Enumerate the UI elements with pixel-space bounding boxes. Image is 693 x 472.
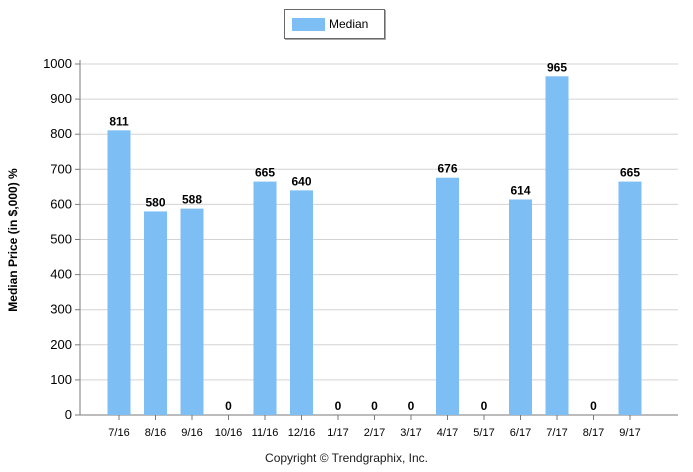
legend: Median	[284, 9, 385, 39]
data-label: 811	[109, 114, 129, 128]
x-tick-label: 6/17	[510, 427, 531, 439]
y-tick-labels: 0 100 200 300 400 500 600 700 800 900 1000	[43, 56, 72, 422]
x-tick-label: 10/16	[215, 427, 243, 439]
x-tick-label: 11/16	[252, 427, 279, 439]
y-tick-label: 800	[50, 126, 72, 141]
bar	[509, 199, 532, 415]
y-axis-label: Median Price (in $,000) %	[6, 168, 20, 312]
x-tick-label: 7/16	[108, 427, 129, 439]
data-label: 588	[182, 193, 202, 207]
bar	[253, 181, 277, 415]
bar	[107, 130, 131, 416]
x-tick-label: 2/17	[364, 427, 385, 439]
copyright-footer: Copyright © Trendgraphix, Inc.	[265, 451, 428, 465]
bar	[618, 181, 642, 415]
y-tick-label: 700	[50, 161, 72, 176]
y-tick-label: 400	[50, 267, 72, 282]
x-tick-label: 12/16	[288, 427, 316, 439]
legend-label: Median	[329, 17, 369, 31]
x-tick-label: 9/17	[619, 427, 640, 439]
bars	[107, 76, 642, 416]
data-label: 580	[145, 195, 165, 209]
x-tick-label: 1/17	[327, 427, 348, 439]
bar	[144, 211, 167, 415]
y-tick-label: 900	[50, 91, 72, 106]
gridlines	[80, 63, 678, 381]
y-tick-label: 600	[50, 196, 72, 211]
data-label: 0	[481, 399, 488, 413]
data-label: 665	[255, 166, 275, 180]
y-tick-label: 100	[50, 372, 72, 387]
data-label: 0	[590, 399, 597, 413]
bar	[180, 208, 204, 415]
y-tick-label: 200	[50, 337, 72, 352]
x-tick-label: 3/17	[400, 427, 421, 439]
bar	[290, 190, 313, 415]
data-label: 0	[225, 399, 232, 413]
x-tick-label: 5/17	[473, 427, 494, 439]
x-tick-label: 9/16	[181, 427, 202, 439]
y-tick-label: 0	[65, 407, 72, 422]
data-label: 965	[547, 60, 567, 74]
data-label: 640	[291, 174, 311, 188]
axes	[75, 60, 678, 420]
data-label: 0	[335, 399, 342, 413]
bar	[545, 76, 569, 415]
data-label: 676	[437, 162, 457, 176]
y-tick-label: 500	[50, 232, 72, 247]
x-tick-label: 7/17	[546, 427, 567, 439]
data-labels: 811 580 588 0 665 640 0 0 0 676 0 614 965 0 665	[109, 60, 640, 413]
data-label: 614	[510, 183, 530, 197]
x-tick-label: 8/17	[583, 427, 604, 439]
x-tick-label: 4/17	[437, 427, 458, 439]
data-label: 665	[620, 166, 640, 180]
x-tick-label: 8/16	[145, 427, 166, 439]
data-label: 0	[371, 399, 378, 413]
bar	[436, 177, 459, 415]
data-label: 0	[408, 399, 415, 413]
x-tick-labels: 7/16 8/16 9/16 10/16 11/16 12/16 1/17 2/17 3/17 4…	[108, 427, 640, 439]
y-tick-label: 1000	[43, 56, 72, 71]
y-tick-label: 300	[50, 302, 72, 317]
legend-swatch	[292, 18, 325, 31]
